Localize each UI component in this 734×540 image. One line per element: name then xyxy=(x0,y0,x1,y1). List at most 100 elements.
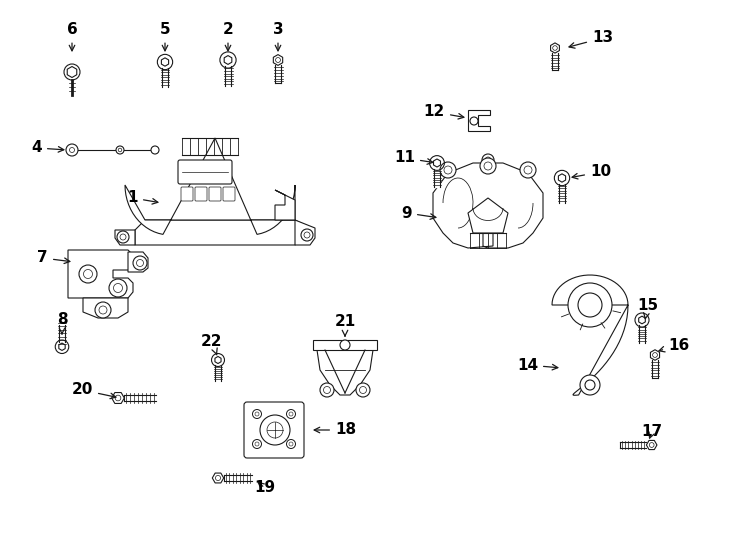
Circle shape xyxy=(220,52,236,68)
Polygon shape xyxy=(135,220,305,245)
Circle shape xyxy=(120,234,126,240)
FancyBboxPatch shape xyxy=(195,187,207,201)
Text: 22: 22 xyxy=(201,334,222,355)
FancyBboxPatch shape xyxy=(223,187,235,201)
Text: 5: 5 xyxy=(160,23,170,51)
Circle shape xyxy=(440,162,456,178)
Circle shape xyxy=(554,170,570,186)
Circle shape xyxy=(360,387,366,394)
Polygon shape xyxy=(112,393,124,403)
Circle shape xyxy=(470,117,478,125)
Polygon shape xyxy=(433,163,543,248)
Circle shape xyxy=(157,55,172,70)
Text: 10: 10 xyxy=(572,165,611,179)
FancyBboxPatch shape xyxy=(244,402,304,458)
Circle shape xyxy=(211,354,225,367)
Text: 14: 14 xyxy=(517,357,558,373)
Text: 12: 12 xyxy=(424,105,464,119)
Circle shape xyxy=(580,375,600,395)
Polygon shape xyxy=(313,340,377,350)
Circle shape xyxy=(267,422,283,438)
Polygon shape xyxy=(212,473,224,483)
Text: 6: 6 xyxy=(67,23,77,51)
Circle shape xyxy=(324,387,330,394)
Polygon shape xyxy=(125,138,295,234)
Circle shape xyxy=(568,283,612,327)
Circle shape xyxy=(524,166,532,174)
Text: 18: 18 xyxy=(314,422,356,437)
Circle shape xyxy=(484,162,492,170)
Circle shape xyxy=(578,293,602,317)
Circle shape xyxy=(116,146,124,154)
Text: 9: 9 xyxy=(401,206,436,220)
Circle shape xyxy=(117,231,129,243)
Text: 19: 19 xyxy=(255,481,275,496)
Text: 8: 8 xyxy=(57,313,68,334)
Text: 16: 16 xyxy=(659,338,689,353)
Circle shape xyxy=(255,442,259,446)
Circle shape xyxy=(301,229,313,241)
Circle shape xyxy=(480,158,496,174)
Circle shape xyxy=(485,157,491,163)
Polygon shape xyxy=(647,441,657,450)
Text: 1: 1 xyxy=(128,191,158,206)
Polygon shape xyxy=(468,198,508,233)
Circle shape xyxy=(286,409,296,418)
Polygon shape xyxy=(275,190,295,220)
Circle shape xyxy=(133,256,147,270)
Circle shape xyxy=(151,146,159,154)
Circle shape xyxy=(356,383,370,397)
Circle shape xyxy=(118,148,122,152)
Circle shape xyxy=(252,440,261,449)
Circle shape xyxy=(260,415,290,445)
Text: 4: 4 xyxy=(32,140,64,156)
Polygon shape xyxy=(128,252,148,272)
Text: 20: 20 xyxy=(72,382,116,399)
Polygon shape xyxy=(273,55,283,65)
Circle shape xyxy=(520,162,536,178)
Circle shape xyxy=(289,412,293,416)
Circle shape xyxy=(340,340,350,350)
FancyBboxPatch shape xyxy=(181,187,193,201)
Circle shape xyxy=(255,412,259,416)
FancyBboxPatch shape xyxy=(178,160,232,184)
Polygon shape xyxy=(68,66,77,78)
Circle shape xyxy=(444,166,452,174)
Circle shape xyxy=(585,380,595,390)
Circle shape xyxy=(84,269,92,279)
Circle shape xyxy=(99,306,107,314)
Polygon shape xyxy=(552,275,628,395)
Text: 17: 17 xyxy=(642,424,663,440)
Circle shape xyxy=(482,154,494,166)
Polygon shape xyxy=(317,350,373,395)
Circle shape xyxy=(304,232,310,238)
Circle shape xyxy=(64,64,80,80)
Circle shape xyxy=(70,147,74,152)
Circle shape xyxy=(66,144,78,156)
Polygon shape xyxy=(550,43,559,53)
Polygon shape xyxy=(115,230,135,245)
Text: 3: 3 xyxy=(273,23,283,51)
Polygon shape xyxy=(68,250,133,298)
Circle shape xyxy=(114,284,123,293)
Circle shape xyxy=(109,279,127,297)
Circle shape xyxy=(55,340,69,354)
Circle shape xyxy=(289,442,293,446)
Circle shape xyxy=(286,440,296,449)
Text: 11: 11 xyxy=(394,151,433,165)
Circle shape xyxy=(95,302,111,318)
Polygon shape xyxy=(650,350,660,360)
Circle shape xyxy=(320,383,334,397)
Circle shape xyxy=(79,265,97,283)
Text: 2: 2 xyxy=(222,23,233,51)
Circle shape xyxy=(137,260,144,267)
Polygon shape xyxy=(468,110,490,131)
FancyBboxPatch shape xyxy=(209,187,221,201)
Text: 21: 21 xyxy=(335,314,356,336)
Circle shape xyxy=(252,409,261,418)
Text: 15: 15 xyxy=(637,298,658,319)
Polygon shape xyxy=(295,220,315,245)
Circle shape xyxy=(429,156,444,171)
Polygon shape xyxy=(83,298,128,318)
Circle shape xyxy=(635,313,649,327)
